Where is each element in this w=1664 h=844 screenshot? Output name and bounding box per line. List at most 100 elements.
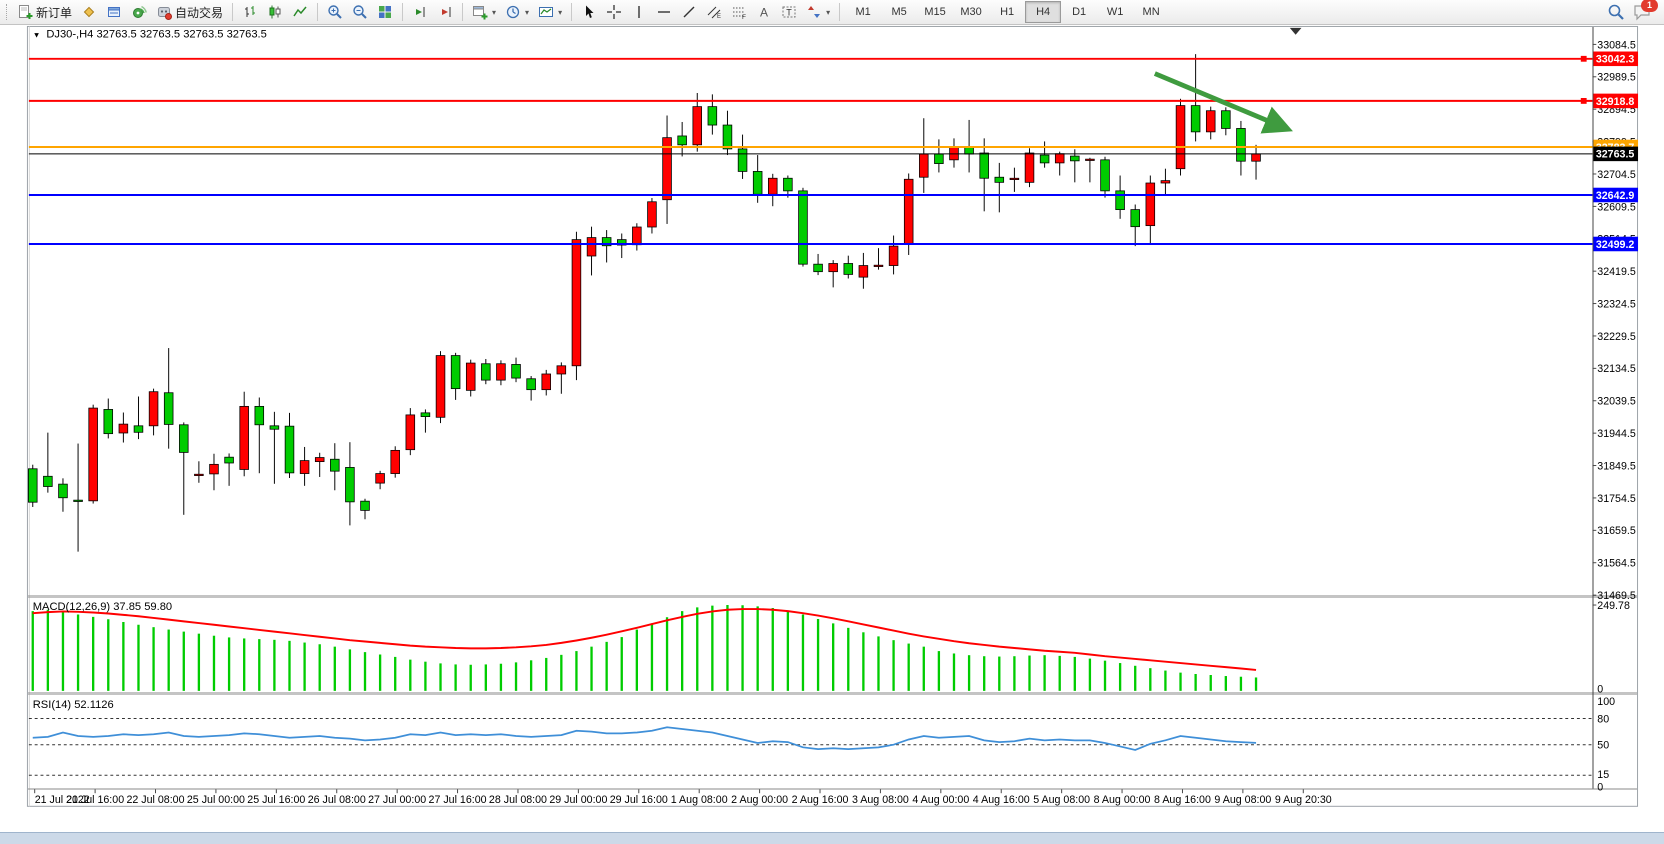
tile-windows-icon: [379, 6, 392, 18]
market-watch-button[interactable]: [102, 2, 126, 23]
time-tick-label: 28 Jul 08:00: [489, 794, 547, 806]
candle: [254, 405, 265, 426]
auto-trading-button[interactable]: 自动交易: [152, 2, 227, 23]
chart-profile-button[interactable]: [77, 2, 101, 23]
time-tick-label: 1 Aug 08:00: [671, 794, 728, 806]
time-tick-label: 25 Jul 16:00: [247, 794, 305, 806]
toolbar-separator: [317, 3, 319, 21]
vertical-line-button[interactable]: [627, 2, 651, 23]
timeframe-M1[interactable]: M1: [855, 6, 871, 18]
line-handle[interactable]: [1580, 97, 1587, 104]
signals-button[interactable]: [127, 2, 151, 23]
candle: [616, 239, 627, 246]
price-line-label: 32918.8: [1596, 96, 1635, 108]
toolbar-grip: [6, 4, 10, 20]
new-order-icon: [19, 5, 33, 19]
timeframe-M30[interactable]: M30: [960, 6, 982, 18]
price-tick-label: 31469.5: [1597, 590, 1636, 602]
candle: [556, 365, 567, 375]
chart-shift-button[interactable]: [408, 2, 432, 23]
new-order-button[interactable]: 新订单: [13, 2, 76, 23]
new-order-label: 新订单: [36, 5, 73, 20]
market-watch-icon: [108, 7, 121, 17]
price-tick-label: 32989.5: [1597, 72, 1636, 84]
text-button[interactable]: A: [752, 2, 776, 23]
zoom-out-button[interactable]: [348, 2, 372, 23]
zoom-in-button[interactable]: [323, 2, 347, 23]
price-line-label-box: [1593, 93, 1639, 109]
time-tick-label: 21 Jul 2022: [35, 794, 90, 806]
cursor-button[interactable]: [577, 2, 601, 23]
candle: [571, 239, 582, 367]
line-handle[interactable]: [1580, 55, 1587, 62]
symbol-collapse-icon[interactable]: ▼: [33, 31, 41, 40]
time-tick-label: 3 Aug 08:00: [852, 794, 909, 806]
timeframe-M5[interactable]: M5: [891, 6, 907, 18]
candle: [1205, 110, 1216, 133]
trend-arrow-annotation[interactable]: [1153, 71, 1293, 134]
arrows-button[interactable]: ▾: [802, 2, 834, 23]
candle: [1190, 105, 1201, 133]
price-tick-label: 31944.5: [1597, 428, 1636, 440]
period-icon: [506, 5, 520, 19]
candle: [420, 412, 431, 417]
candles-chart-button[interactable]: [263, 2, 287, 23]
rsi-scale-label-50: 50: [1597, 740, 1609, 752]
new-chart-button[interactable]: ▾: [468, 2, 500, 23]
timeframe-W1[interactable]: W1: [1106, 6, 1124, 18]
tile-windows-button[interactable]: [373, 2, 397, 23]
candle: [1175, 105, 1186, 170]
notification-badge: 1: [1641, 0, 1658, 12]
candles-chart-icon: [269, 5, 281, 19]
candle: [375, 473, 385, 484]
auto-scroll-button[interactable]: [433, 2, 457, 23]
shift-marker-icon[interactable]: [1289, 27, 1302, 35]
time-tick-label: 4 Aug 00:00: [912, 794, 969, 806]
fibonacci-button[interactable]: F: [727, 2, 751, 23]
timeframe-H4[interactable]: H4: [1025, 1, 1062, 23]
macd-label: MACD(12,26,9) 37.85 59.80: [33, 601, 172, 613]
line-chart-button[interactable]: [288, 2, 312, 23]
timeframe-H1[interactable]: H1: [1000, 6, 1015, 18]
period-button[interactable]: ▾: [501, 2, 533, 23]
timeframe-MN[interactable]: MN: [1142, 6, 1160, 18]
bars-chart-button[interactable]: [238, 2, 262, 23]
time-tick-label: 27 Jul 00:00: [368, 794, 426, 806]
candle: [148, 391, 159, 427]
channel-button[interactable]: E: [702, 2, 726, 23]
candle: [692, 106, 703, 146]
candle: [1070, 155, 1080, 162]
candle: [314, 457, 325, 463]
price-tick-label: 32609.5: [1597, 201, 1636, 213]
text-label-button[interactable]: T: [777, 2, 801, 23]
vertical-line-icon: [638, 6, 640, 18]
candle: [903, 178, 914, 244]
trendline-icon: [683, 6, 695, 18]
price-tick-label: 31659.5: [1597, 525, 1636, 537]
price-line-label-box: [1593, 51, 1639, 67]
candle: [450, 355, 461, 390]
cursor-icon: [586, 5, 594, 18]
trendline-button[interactable]: [677, 2, 701, 23]
horizontal-line-button[interactable]: [652, 2, 676, 23]
time-tick-label: 27 Jul 16:00: [429, 794, 487, 806]
candle: [1145, 182, 1156, 227]
rsi-scale-label-100: 100: [1597, 696, 1615, 708]
candle: [888, 245, 899, 266]
price-chart[interactable]: 33084.532989.532894.532799.532704.532609…: [0, 25, 1664, 832]
price-tick-label: 32039.5: [1597, 396, 1636, 408]
price-line-label: 32763.5: [1596, 149, 1635, 161]
template-button[interactable]: ▾: [534, 2, 566, 23]
timeframe-D1[interactable]: D1: [1072, 6, 1087, 18]
auto-trading-icon: [158, 7, 173, 20]
candle: [586, 237, 597, 257]
crosshair-button[interactable]: [602, 2, 626, 23]
chevron-down-icon: ▾: [826, 7, 831, 17]
candle: [43, 475, 53, 487]
search-icon[interactable]: [1606, 2, 1626, 22]
price-tick-label: 32324.5: [1597, 298, 1636, 310]
candle: [647, 201, 657, 228]
candle: [390, 449, 400, 474]
chat-button[interactable]: 1: [1632, 0, 1658, 22]
timeframe-M15[interactable]: M15: [924, 6, 946, 18]
